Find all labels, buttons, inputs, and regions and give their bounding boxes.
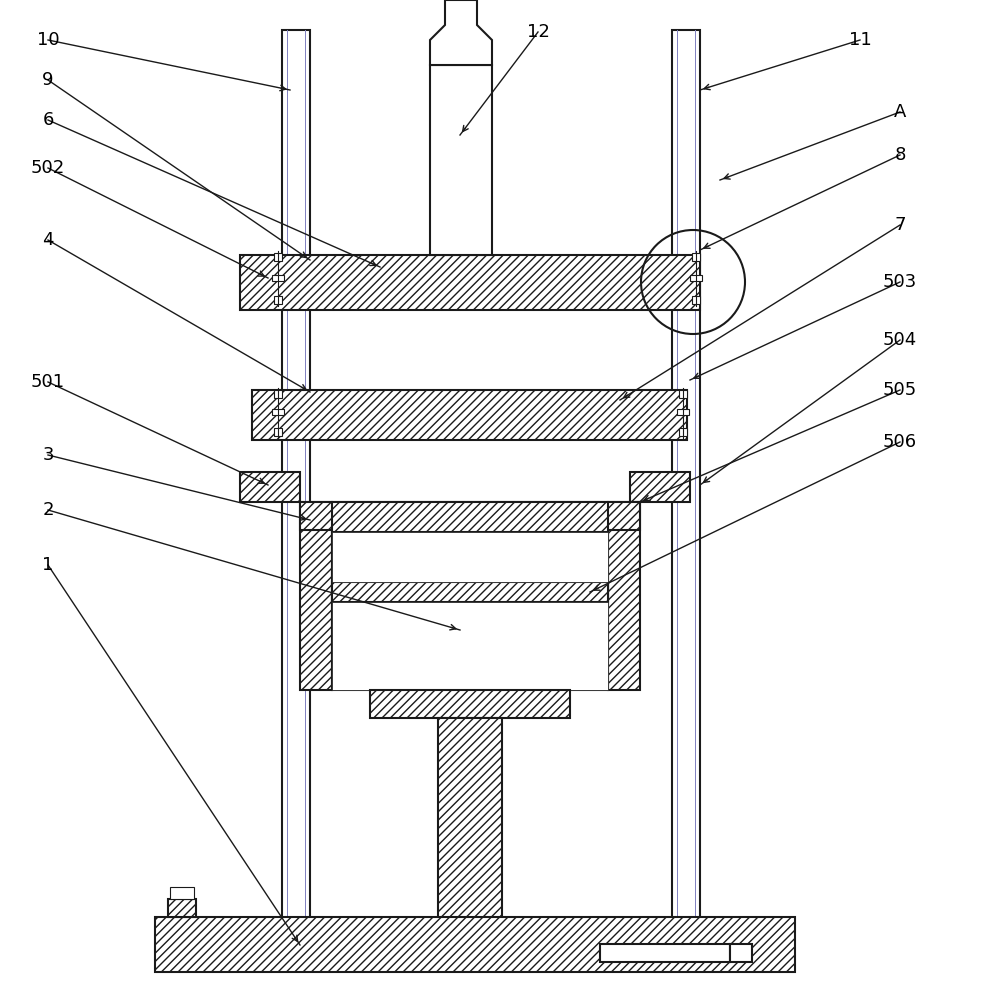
Bar <box>168 899 196 917</box>
Polygon shape <box>430 0 492 65</box>
Bar <box>438 718 502 938</box>
Bar <box>600 944 730 962</box>
Text: 9: 9 <box>43 71 53 89</box>
Text: 504: 504 <box>883 331 917 349</box>
Bar <box>608 502 640 690</box>
Bar <box>300 502 640 530</box>
Bar <box>274 428 282 436</box>
Text: 503: 503 <box>883 273 917 291</box>
Text: A: A <box>894 103 906 121</box>
Bar <box>300 502 332 690</box>
Bar <box>679 428 687 436</box>
Bar <box>730 944 752 962</box>
Bar <box>332 530 608 690</box>
Bar <box>677 409 689 415</box>
Bar <box>240 255 700 310</box>
Bar <box>332 532 608 582</box>
Text: 6: 6 <box>43 111 53 129</box>
Text: 505: 505 <box>883 381 917 399</box>
Bar <box>240 472 300 502</box>
Text: 3: 3 <box>43 446 53 464</box>
Bar <box>274 390 282 398</box>
Bar <box>274 253 282 261</box>
Bar <box>679 390 687 398</box>
Text: 1: 1 <box>43 556 53 574</box>
Bar <box>272 409 284 415</box>
Bar <box>332 582 608 602</box>
Bar <box>332 502 608 532</box>
Text: 506: 506 <box>883 433 917 451</box>
Bar <box>692 253 700 261</box>
Bar <box>252 390 687 440</box>
Bar <box>274 296 282 304</box>
Text: 12: 12 <box>527 23 549 41</box>
Text: 7: 7 <box>894 216 906 234</box>
Bar <box>690 275 702 281</box>
Bar <box>630 472 690 502</box>
Bar <box>170 887 194 899</box>
Text: 10: 10 <box>37 31 59 49</box>
Bar <box>272 275 284 281</box>
Text: 11: 11 <box>848 31 871 49</box>
Bar <box>332 602 608 690</box>
Bar <box>282 30 310 940</box>
Text: 4: 4 <box>43 231 53 249</box>
Bar <box>672 30 700 940</box>
Text: 502: 502 <box>31 159 65 177</box>
Text: 501: 501 <box>31 373 65 391</box>
Bar <box>430 65 492 255</box>
Bar <box>692 296 700 304</box>
Text: 8: 8 <box>894 146 906 164</box>
Bar <box>370 690 570 718</box>
Bar <box>155 917 795 972</box>
Text: 2: 2 <box>43 501 53 519</box>
